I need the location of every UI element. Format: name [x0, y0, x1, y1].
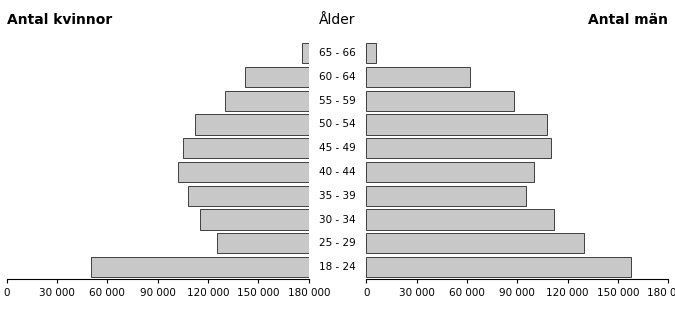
Text: Antal män: Antal män — [588, 13, 668, 27]
Bar — [200, 210, 308, 230]
Bar — [366, 138, 551, 158]
Bar — [366, 91, 514, 111]
Bar — [366, 257, 631, 277]
Bar — [90, 257, 308, 277]
Bar — [245, 67, 308, 87]
Bar — [366, 210, 554, 230]
Text: 25 - 29: 25 - 29 — [319, 238, 356, 248]
Bar — [366, 67, 470, 87]
Text: 65 - 66: 65 - 66 — [319, 48, 356, 58]
Bar — [366, 186, 526, 206]
Bar — [302, 43, 308, 63]
Bar — [178, 162, 308, 182]
Bar — [366, 233, 585, 253]
Text: Antal kvinnor: Antal kvinnor — [7, 13, 112, 27]
Text: 30 - 34: 30 - 34 — [319, 215, 356, 224]
Bar — [366, 43, 376, 63]
Text: 40 - 44: 40 - 44 — [319, 167, 356, 177]
Text: 55 - 59: 55 - 59 — [319, 96, 356, 106]
Bar — [183, 138, 308, 158]
Text: 35 - 39: 35 - 39 — [319, 191, 356, 201]
Text: 50 - 54: 50 - 54 — [319, 120, 356, 129]
Text: Ålder: Ålder — [319, 13, 356, 27]
Bar — [188, 186, 308, 206]
Bar — [194, 114, 308, 134]
Text: 60 - 64: 60 - 64 — [319, 72, 356, 82]
Bar — [366, 162, 534, 182]
Bar — [225, 91, 308, 111]
Text: 45 - 49: 45 - 49 — [319, 143, 356, 153]
Bar — [366, 114, 547, 134]
Bar — [217, 233, 308, 253]
Text: 18 - 24: 18 - 24 — [319, 262, 356, 272]
